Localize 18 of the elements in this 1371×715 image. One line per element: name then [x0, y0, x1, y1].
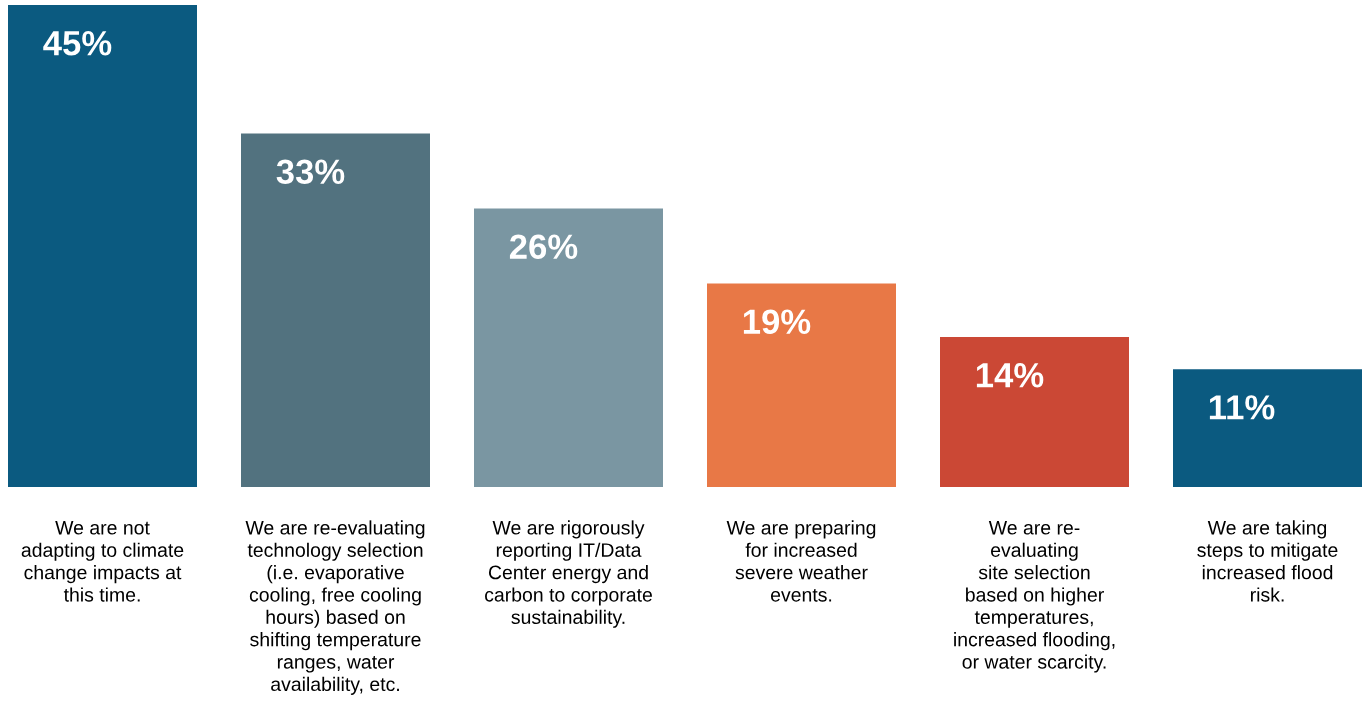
bar	[241, 133, 430, 487]
x-tick-label: We are not adapting to climate change impacts at this time.	[21, 521, 184, 602]
x-tick-label: We are re- evaluating site selection based on higher temperatures, increased flooding, or water scarcity.	[954, 521, 1115, 673]
data-label: 33%	[276, 159, 345, 185]
x-tick-label: We are preparing for increased severe weather events.	[726, 520, 876, 602]
x-tick-label: We are taking steps to mitigate increased flood risk.	[1197, 520, 1338, 602]
data-label: 26%	[509, 234, 578, 260]
data-label: 14%	[976, 363, 1044, 388]
bar	[1173, 369, 1362, 487]
data-label: 45%	[43, 31, 112, 56]
bar	[707, 283, 896, 487]
x-tick-label: We are re-evaluating technology selection (i.e. evaporative cooling, free cooling hours) based on shifting temperature ranges, water availability, etc.	[245, 520, 425, 695]
bar	[940, 337, 1129, 487]
x-tick-label: We are rigorously reporting IT/Data Center energy and carbon to corporate sustainability.	[485, 520, 652, 628]
data-label: 19%	[743, 309, 811, 334]
data-label: 11%	[1209, 395, 1275, 420]
bar	[8, 5, 197, 487]
bar	[474, 208, 663, 487]
